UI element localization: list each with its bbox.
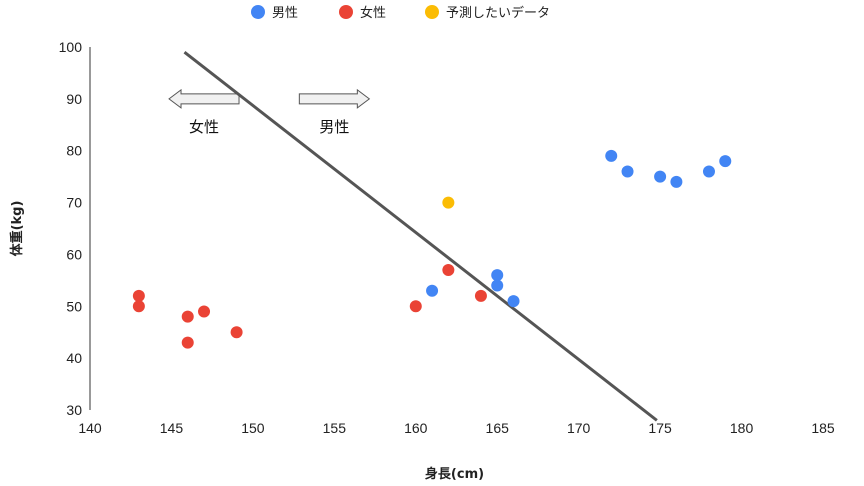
x-tick-label: 145 [160,420,184,436]
data-point [181,336,194,349]
x-tick-label: 150 [241,420,265,436]
annotation-label: 女性 [189,118,219,136]
x-tick-label: 140 [78,420,102,436]
y-tick-label: 60 [66,246,82,262]
legend-label: 男性 [272,6,298,21]
data-point [409,300,422,313]
annotation-arrow [298,88,371,109]
data-point [426,284,439,297]
y-tick-label: 100 [59,39,83,55]
data-point [507,295,520,308]
x-tick-label: 170 [567,420,591,436]
legend-marker [425,5,439,19]
data-point [670,175,683,188]
x-tick-label: 155 [323,420,347,436]
annotation-label: 男性 [319,118,349,136]
legend-label: 予測したいデータ [446,5,550,21]
legend-label: 女性 [360,5,386,21]
x-tick-labels: 140 145 150 155 160 165 170 175 180 185 [78,420,835,436]
y-tick-label: 90 [66,91,82,107]
y-tick-label: 50 [66,298,82,314]
data-point [442,196,455,209]
legend: 男性 女性 予測したいデータ [251,5,550,21]
x-tick-label: 160 [404,420,428,436]
y-tick-label: 30 [66,402,82,418]
data-point [621,165,634,178]
data-point [719,155,732,168]
x-tick-label: 175 [648,420,672,436]
y-tick-labels: 30 40 50 60 70 80 90 100 [59,39,83,418]
data-point [491,279,504,292]
data-point [230,326,243,339]
x-tick-label: 185 [811,420,835,436]
annotation-arrow [168,88,240,109]
y-axis-title: 体重(kg) [9,201,25,257]
data-point [132,289,145,302]
x-tick-label: 165 [486,420,510,436]
y-tick-label: 40 [66,350,82,366]
y-tick-label: 70 [66,195,82,211]
data-point [491,269,504,282]
data-point [442,263,455,276]
data-point [605,149,618,162]
data-point [702,165,715,178]
axes: 140 145 150 155 160 165 170 175 180 185 30 40 50 60 7… [9,39,835,482]
data-point [198,305,211,318]
data-point [132,300,145,313]
decision-boundary-line [183,51,658,422]
data-point [474,289,487,302]
data-point [181,310,194,323]
x-tick-label: 180 [730,420,754,436]
legend-marker [339,5,353,19]
x-axis-title: 身長(cm) [425,466,484,482]
data-points [132,149,732,349]
annotations: 女性 男性 [168,88,371,136]
y-tick-label: 80 [66,143,82,159]
legend-marker [251,5,265,19]
data-point [654,170,667,183]
